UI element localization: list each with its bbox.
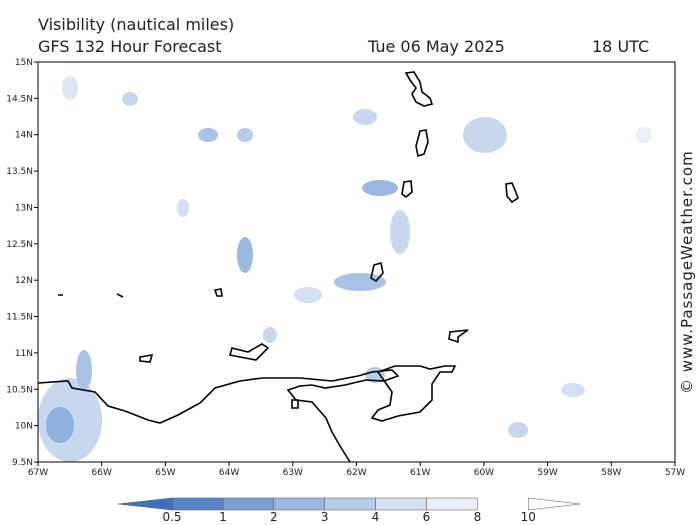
lon-label: 67W [28, 468, 48, 478]
lat-label: 9.5N [12, 458, 33, 468]
visibility-area [561, 383, 585, 397]
lat-label: 14.5N [6, 94, 33, 104]
lat-label: 12N [15, 276, 33, 286]
island [228, 343, 270, 361]
visibility-areas [38, 76, 652, 462]
visibility-area [237, 237, 253, 273]
lon-label: 58W [601, 468, 621, 478]
colorbar-swatch [324, 497, 376, 511]
island [370, 261, 384, 283]
lon-label: 66W [92, 468, 112, 478]
colorbar-swatch [426, 497, 478, 511]
lon-label: 65W [155, 468, 175, 478]
visibility-area [334, 273, 386, 291]
colorbar-label: 4 [372, 510, 380, 524]
lat-label: 15N [15, 58, 33, 68]
lon-label: 57W [665, 468, 685, 478]
colorbar-label: 1 [219, 510, 227, 524]
visibility-area [122, 92, 138, 106]
island [139, 354, 154, 363]
lon-label: 60W [474, 468, 494, 478]
colorbar-swatch [171, 497, 224, 511]
visibility-area [46, 407, 74, 443]
coastline [370, 365, 457, 422]
lon-label: 64W [219, 468, 239, 478]
coastline [37, 369, 400, 463]
island [401, 180, 413, 199]
visibility-area [198, 128, 218, 142]
colorbar-label: 8 [474, 510, 482, 524]
lat-label: 14N [15, 131, 33, 141]
island [291, 399, 299, 409]
lat-label: 13N [15, 203, 33, 213]
coastlines [37, 71, 519, 463]
visibility-area [76, 350, 92, 390]
colorbar-swatch [117, 497, 173, 511]
lat-label: 10N [15, 422, 33, 432]
colorbar-label: 6 [423, 510, 431, 524]
visibility-area [362, 180, 398, 196]
visibility-area [463, 117, 507, 153]
subtitle: GFS 132 Hour Forecast [38, 37, 222, 56]
visibility-area [508, 422, 528, 438]
lat-label: 11N [15, 349, 33, 359]
colorbar-swatch [222, 497, 275, 511]
visibility-area [237, 128, 253, 142]
colorbar-label: 2 [270, 510, 278, 524]
island [448, 329, 469, 344]
colorbar-swatch [375, 497, 427, 511]
island [505, 182, 519, 204]
island [213, 288, 223, 297]
colorbar-label: 3 [321, 510, 329, 524]
watermark: © www.PassageWeather.com [678, 150, 696, 394]
lat-label: 10.5N [6, 385, 33, 395]
lon-label: 61W [410, 468, 430, 478]
lon-label: 62W [346, 468, 366, 478]
visibility-area [390, 210, 410, 254]
island [58, 293, 124, 298]
colorbar-swatch [273, 497, 325, 511]
visibility-area [177, 199, 189, 217]
visibility-area [62, 76, 78, 100]
visibility-area [294, 287, 322, 303]
lat-label: 11.5N [6, 313, 33, 323]
title: Visibility (nautical miles) [38, 15, 234, 34]
colorbar-swatch [528, 497, 581, 511]
visibility-area [636, 127, 652, 143]
lat-label: 13.5N [6, 167, 33, 177]
lon-label: 59W [537, 468, 557, 478]
lon-label: 63W [283, 468, 303, 478]
island [404, 71, 434, 107]
visibility-area [263, 327, 277, 343]
time: 18 UTC [592, 37, 649, 56]
island [415, 129, 429, 158]
colorbar-label: 10 [521, 510, 536, 524]
lat-label: 12.5N [6, 240, 33, 250]
visibility-area [353, 109, 377, 125]
colorbar-label: 0.5 [162, 510, 181, 524]
date: Tue 06 May 2025 [367, 37, 505, 56]
